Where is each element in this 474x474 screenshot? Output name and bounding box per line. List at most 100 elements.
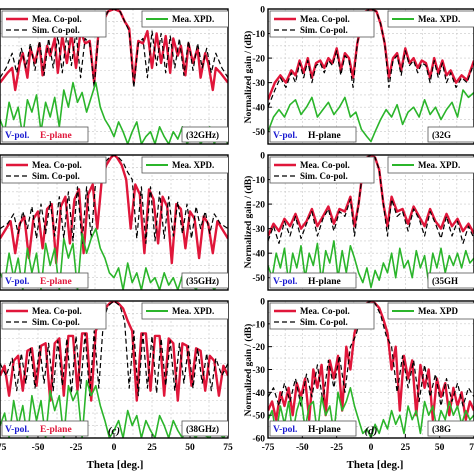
plane-label: E-plane <box>40 277 72 287</box>
x-tick-label: 50 <box>185 443 195 453</box>
y-tick-label: -50 <box>252 274 265 284</box>
series-line-sim-co-pol <box>268 301 474 407</box>
x-tick-label: 75 <box>223 443 233 453</box>
y-tick-label: -10 <box>252 176 265 186</box>
series-line-sim-co-pol <box>268 9 474 108</box>
legend-box-co-pol <box>269 10 375 38</box>
series-line-mea-co-pol <box>0 9 228 92</box>
plane-label: E-plane <box>40 425 72 435</box>
frequency-label: (35GH <box>432 276 458 286</box>
plot-frame <box>0 8 229 145</box>
legend-label-mea-co-pol: Mea. Co-pol. <box>32 160 82 170</box>
y-tick-label: -20 <box>252 343 265 353</box>
polarization-label: V-pol. <box>273 131 297 141</box>
legend-label-mea-xpd: Mea. XPD. <box>172 14 214 24</box>
frequency-label: (32G <box>432 130 451 140</box>
polarization-label: V-pol. <box>273 425 297 435</box>
series-line-mea-xpd <box>268 387 474 438</box>
x-axis-label-right: Theta [deg.] <box>347 459 404 471</box>
y-tick-label: -40 <box>252 389 265 399</box>
x-tick-label: -75 <box>262 443 275 453</box>
legend-box-co-pol <box>269 302 375 330</box>
y-axis-label-1: Normalized gain / (dB) <box>243 31 254 124</box>
x-tick-label: -50 <box>32 443 45 453</box>
frequency-label: (38GHz) <box>186 424 219 434</box>
plane-label: H-plane <box>308 131 341 141</box>
legend-box-xpd <box>387 10 474 28</box>
x-tick-label: -75 <box>0 443 7 453</box>
series-line-sim-co-pol <box>0 301 228 397</box>
legend-box-co-pol <box>1 156 107 184</box>
y-tick-label: -10 <box>252 30 265 40</box>
frequency-box <box>181 126 228 143</box>
legend-box-co-pol <box>1 10 107 38</box>
annotation-box <box>269 420 357 437</box>
polarization-label: V-pol. <box>273 277 297 287</box>
legend-label-sim-co-pol: Sim. Co-pol. <box>32 317 80 327</box>
series-line-mea-xpd <box>268 240 474 289</box>
y-tick-label: -10 <box>252 320 265 330</box>
frequency-label: (35GHz) <box>186 276 219 286</box>
legend-label-mea-co-pol: Mea. Co-pol. <box>300 160 350 170</box>
polarization-label: V-pol. <box>5 425 29 435</box>
y-tick-label: -40 <box>252 250 265 260</box>
frequency-box <box>427 420 474 437</box>
annotation-box <box>1 272 89 289</box>
x-tick-label: 0 <box>369 443 374 453</box>
y-tick-label: -30 <box>252 366 265 376</box>
x-axis-label-left: Theta [deg.] <box>87 459 144 471</box>
legend-label-sim-co-pol: Sim. Co-pol. <box>300 317 348 327</box>
series-line-sim-co-pol <box>268 155 474 244</box>
x-tick-label: -50 <box>296 443 309 453</box>
y-axis-label-2: Normalized gain / (dB) <box>243 176 254 269</box>
legend-label-sim-co-pol: Sim. Co-pol. <box>300 25 348 35</box>
annotation-box <box>269 272 357 289</box>
y-tick-label: 0 <box>260 152 265 162</box>
legend-label-mea-xpd: Mea. XPD. <box>172 160 214 170</box>
x-tick-label: 75 <box>469 443 474 453</box>
x-tick-label: -25 <box>70 443 83 453</box>
series-line-mea-co-pol <box>0 301 228 402</box>
y-tick-label: 0 <box>260 298 265 308</box>
legend-box-xpd <box>387 156 474 174</box>
y-tick-label: -20 <box>252 55 265 65</box>
panel-letter: (c) <box>108 425 120 437</box>
polarization-label: V-pol. <box>5 277 29 287</box>
y-axis-label-3: Normalized gain / (dB) <box>243 324 254 417</box>
y-tick-label: -30 <box>252 225 265 235</box>
chart-panel-left-middle: Mea. Co-pol.Sim. Co-pol. Mea. XPD. V-pol. E… <box>0 154 229 291</box>
x-tick-label: 25 <box>401 443 411 453</box>
panel-letter: (d) <box>365 425 378 437</box>
legend-box-co-pol <box>1 302 107 330</box>
plot-frame <box>267 154 474 291</box>
chart-panel-left-bottom: -75 -50 -25 0 25 50 75 Mea. Co-pol.Sim. Co-pol.… <box>0 300 233 453</box>
chart-panel-right-top: 0 -10 -20 -30 -40 -50 Mea. Co-pol.Sim. Co-pol.… <box>252 6 474 145</box>
legend-label-mea-xpd: Mea. XPD. <box>172 306 214 316</box>
plane-label: H-plane <box>308 425 341 435</box>
series-line-mea-co-pol <box>268 155 474 237</box>
plane-label: E-plane <box>40 131 72 141</box>
legend-box-xpd <box>141 302 228 320</box>
legend-label-sim-co-pol: Sim. Co-pol. <box>32 171 80 181</box>
legend-label-sim-co-pol: Sim. Co-pol. <box>32 25 80 35</box>
plane-label: H-plane <box>308 277 341 287</box>
series-line-sim-co-pol <box>0 155 228 244</box>
frequency-box <box>427 126 474 143</box>
y-tick-label: -60 <box>252 435 265 445</box>
legend-label-mea-co-pol: Mea. Co-pol. <box>300 14 350 24</box>
legend-label-mea-xpd: Mea. XPD. <box>418 14 460 24</box>
legend-label-sim-co-pol: Sim. Co-pol. <box>300 171 348 181</box>
annotation-box <box>1 420 89 437</box>
legend-label-mea-co-pol: Mea. Co-pol. <box>32 306 82 316</box>
y-tick-label: -50 <box>252 412 265 422</box>
frequency-box <box>427 272 474 289</box>
series-line-mea-co-pol <box>0 155 228 265</box>
annotation-box <box>1 126 89 143</box>
x-tick-label: 0 <box>112 443 117 453</box>
chart-panel-right-middle: 0 -10 -20 -30 -40 -50 Mea. Co-pol.Sim. Co-pol.… <box>252 152 474 291</box>
legend-box-co-pol <box>269 156 375 184</box>
frequency-box <box>181 272 228 289</box>
series-line-mea-co-pol <box>268 301 474 421</box>
legend-label-mea-co-pol: Mea. Co-pol. <box>300 306 350 316</box>
